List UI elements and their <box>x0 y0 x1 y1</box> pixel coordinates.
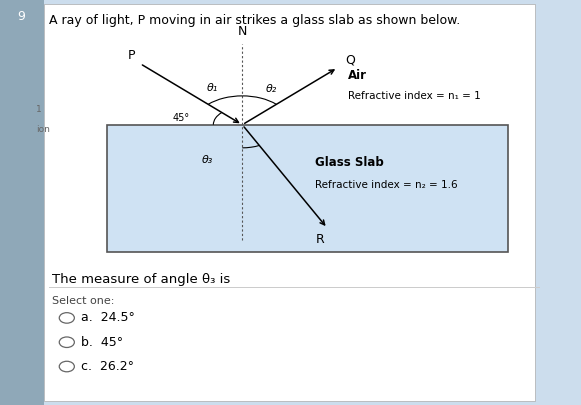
Text: R: R <box>316 232 325 246</box>
Text: c.  26.2°: c. 26.2° <box>81 360 134 373</box>
Text: Air: Air <box>349 69 367 82</box>
Text: N: N <box>238 25 247 38</box>
Text: P: P <box>128 49 135 62</box>
Text: 45°: 45° <box>172 113 189 123</box>
Text: Refractive index = n₁ = 1: Refractive index = n₁ = 1 <box>349 91 481 101</box>
Text: ion: ion <box>36 125 50 134</box>
Text: θ₂: θ₂ <box>266 84 277 94</box>
Text: A ray of light, P moving in air strikes a glass slab as shown below.: A ray of light, P moving in air strikes … <box>49 14 461 27</box>
Text: Select one:: Select one: <box>52 296 114 306</box>
Text: b.  45°: b. 45° <box>81 336 124 349</box>
Text: Refractive index = n₂ = 1.6: Refractive index = n₂ = 1.6 <box>315 180 457 190</box>
Text: θ₃: θ₃ <box>202 155 213 165</box>
Text: θ₁: θ₁ <box>207 83 218 93</box>
Text: The measure of angle θ₃ is: The measure of angle θ₃ is <box>52 273 231 286</box>
Bar <box>107 125 508 252</box>
Text: Q: Q <box>345 53 355 66</box>
Text: Glass Slab: Glass Slab <box>315 156 383 169</box>
Text: 9: 9 <box>17 10 26 23</box>
Text: 1: 1 <box>36 105 42 114</box>
Text: a.  24.5°: a. 24.5° <box>81 311 135 324</box>
